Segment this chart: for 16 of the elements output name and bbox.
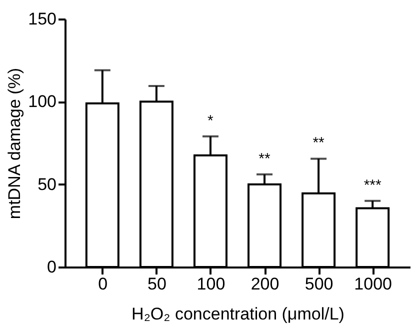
y-tick-label: 100 <box>28 92 56 112</box>
annotation: ** <box>312 134 325 152</box>
x-tick-label: 50 <box>147 274 166 294</box>
y-tick-label: 50 <box>38 174 56 194</box>
y-axis-title: mtDNA damage (%) <box>5 68 24 220</box>
annotation: ** <box>258 150 271 168</box>
x-axis-title: H₂O₂ concentration (μmol/L) <box>132 304 344 324</box>
x-tick-label: 1000 <box>354 274 392 294</box>
x-tick-label: 0 <box>98 274 108 294</box>
y-tick-label: 150 <box>28 10 56 28</box>
x-tick-label: 200 <box>250 274 280 294</box>
x-tick-label: 100 <box>196 274 226 294</box>
x-tick-label: 500 <box>304 274 334 294</box>
annotation: * <box>208 112 214 130</box>
annotation: *** <box>364 176 382 194</box>
y-tick-label: 0 <box>47 258 56 276</box>
